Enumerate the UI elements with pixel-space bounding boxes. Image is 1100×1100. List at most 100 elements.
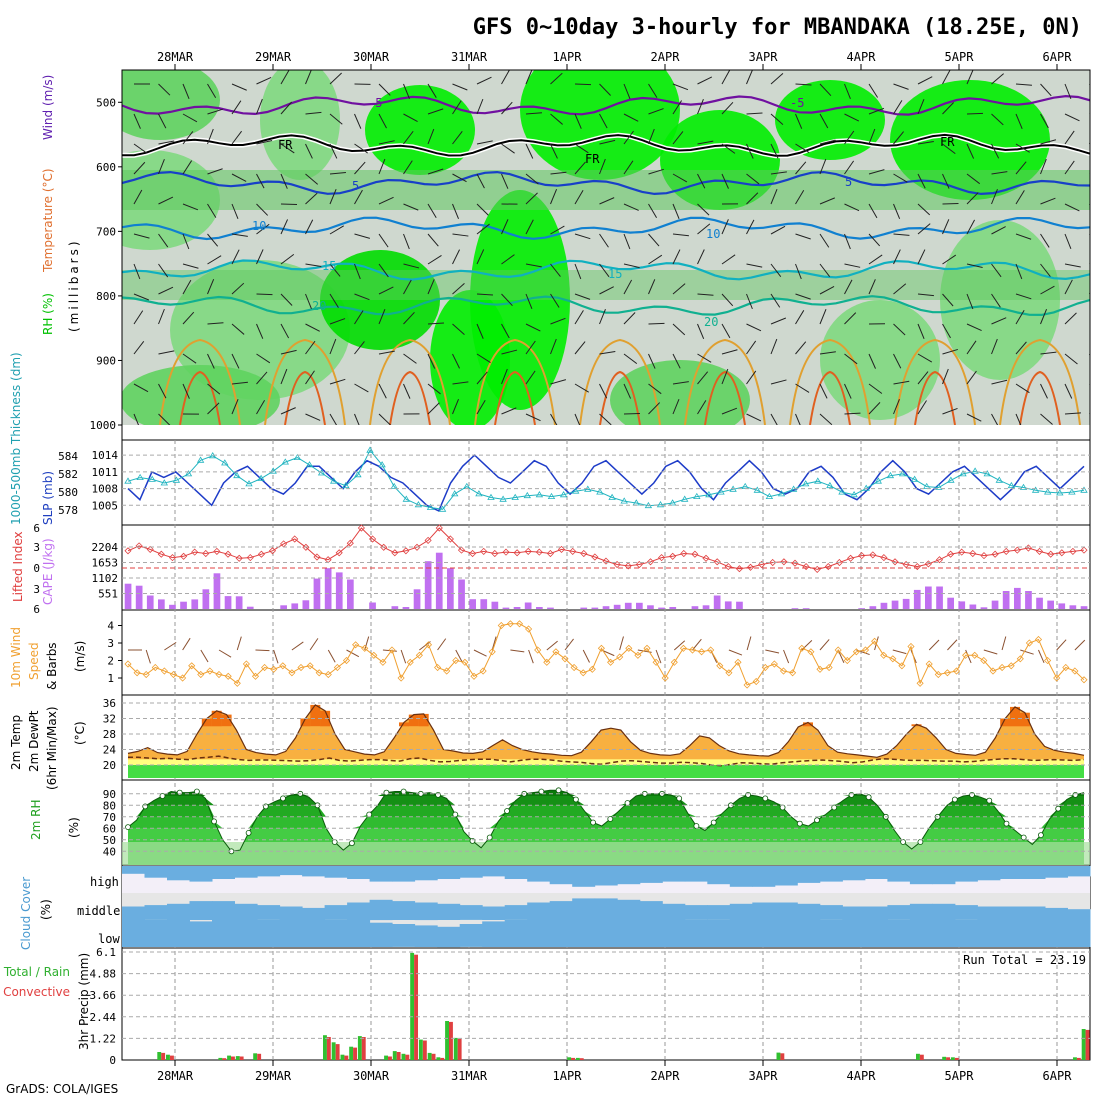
cloud-bar-low bbox=[167, 920, 190, 947]
wind-barb bbox=[844, 113, 860, 122]
wind10m-marker bbox=[452, 656, 460, 665]
wind10m-barb bbox=[619, 636, 624, 651]
rh-blob bbox=[122, 70, 220, 140]
cloud-bar-low bbox=[617, 920, 641, 947]
thickness-marker bbox=[668, 499, 677, 506]
lifted-index-marker bbox=[1047, 550, 1055, 558]
wind-barb bbox=[917, 140, 934, 145]
wind-barb bbox=[550, 72, 563, 85]
temp-tick: 36 bbox=[103, 697, 116, 710]
wind-barb bbox=[354, 113, 362, 129]
date-label-bottom: 30MAR bbox=[353, 1069, 390, 1083]
wind-barb bbox=[623, 113, 639, 122]
cloud-bar-middle bbox=[617, 899, 641, 921]
date-label-top: 31MAR bbox=[451, 50, 488, 64]
wind-barb bbox=[697, 400, 707, 415]
cloud-bar-high bbox=[167, 866, 190, 881]
wind10m-marker bbox=[1034, 635, 1043, 644]
cape-bar bbox=[869, 606, 877, 609]
wind-barb bbox=[427, 108, 444, 115]
wind-barb bbox=[893, 233, 910, 236]
precip-total-bar bbox=[166, 1054, 170, 1060]
wind-barb bbox=[770, 317, 787, 325]
contour-label-m5: -5 bbox=[368, 96, 382, 110]
wind-barb bbox=[280, 293, 293, 306]
cape-bar bbox=[791, 608, 799, 609]
precip-convective-bar bbox=[919, 1054, 924, 1060]
slp-panel bbox=[124, 446, 1088, 512]
precip-total-bar bbox=[392, 1051, 397, 1060]
precip-convective-bar bbox=[431, 1053, 436, 1060]
wind-barb bbox=[354, 189, 363, 205]
wind-barb bbox=[1064, 279, 1073, 295]
wind10m-barb bbox=[473, 649, 487, 657]
wind-tick: 4 bbox=[107, 620, 114, 633]
thickness-marker bbox=[656, 501, 665, 508]
slp-tick: 1005 bbox=[92, 499, 119, 512]
lifted-index-marker bbox=[624, 562, 632, 570]
wind10m-barb bbox=[419, 641, 431, 651]
wind-barb bbox=[746, 192, 759, 205]
cloud-bar-middle bbox=[1045, 907, 1068, 921]
lifted-index-marker bbox=[491, 549, 499, 558]
thickness-marker bbox=[136, 473, 144, 480]
cape-bar bbox=[313, 578, 321, 609]
precip-convective-bar bbox=[388, 1056, 392, 1060]
wind10m-marker bbox=[861, 646, 870, 654]
lifted-index-marker bbox=[669, 552, 677, 560]
wind-barb bbox=[1064, 312, 1077, 325]
cape-bar bbox=[936, 586, 943, 609]
wind10m-barb bbox=[1038, 649, 1045, 664]
wind-barb bbox=[378, 383, 387, 399]
wind-barb bbox=[525, 323, 541, 332]
precip-total-bar bbox=[384, 1055, 388, 1060]
precip-convective-bar bbox=[1076, 1057, 1081, 1060]
temp-hot-fill bbox=[300, 718, 311, 727]
wind-barb bbox=[427, 279, 435, 295]
cape-bar bbox=[224, 596, 232, 609]
rh2m-marker bbox=[159, 793, 166, 799]
wind-barb bbox=[1040, 233, 1050, 248]
lifted-index-marker bbox=[847, 554, 855, 562]
wind-barb bbox=[550, 143, 558, 159]
wind10m-marker bbox=[515, 620, 524, 628]
wind-barb bbox=[819, 197, 835, 205]
cloud-bar-high bbox=[437, 866, 461, 879]
precip-tick: 1.22 bbox=[90, 1032, 117, 1045]
wind-barb bbox=[966, 70, 974, 85]
wind10m-marker bbox=[825, 663, 833, 672]
wind-barb bbox=[378, 286, 394, 295]
thickness-marker bbox=[160, 479, 169, 486]
wind-barb bbox=[868, 83, 879, 98]
wind-barb bbox=[942, 254, 957, 265]
wind-barb bbox=[231, 83, 247, 91]
wind10m-marker bbox=[552, 648, 560, 656]
lifted-index-marker bbox=[1080, 546, 1088, 554]
wind10m-marker bbox=[543, 658, 551, 666]
wind-barb bbox=[770, 263, 782, 277]
rh-blob bbox=[775, 80, 885, 160]
wind10m-marker bbox=[142, 670, 150, 679]
precip-tick: 0 bbox=[109, 1054, 116, 1067]
wind10m-marker bbox=[607, 658, 615, 666]
wind-barb bbox=[746, 413, 762, 422]
cape-bar bbox=[135, 585, 143, 609]
cloud-panel bbox=[122, 866, 1091, 948]
cloud-bar-low bbox=[1067, 920, 1091, 947]
thickness-marker bbox=[705, 491, 713, 498]
thickness-marker bbox=[342, 481, 350, 489]
precip-convective-bar bbox=[1085, 1029, 1090, 1060]
precip-convective-bar bbox=[440, 1057, 445, 1060]
wind-barb bbox=[991, 338, 998, 355]
wind-barb bbox=[942, 407, 958, 415]
precip-convective-bar bbox=[449, 1021, 453, 1060]
slp-tick: 1014 bbox=[92, 449, 119, 462]
wind-barb bbox=[378, 113, 387, 129]
run-total: Run Total = 23.19 bbox=[963, 953, 1086, 967]
wind-barb bbox=[329, 263, 341, 277]
thickness-marker bbox=[886, 471, 895, 479]
cloud-bar-low bbox=[909, 920, 933, 947]
wind-barb bbox=[1089, 412, 1090, 415]
rh2m-marker bbox=[590, 819, 596, 826]
panel-frame bbox=[121, 947, 1091, 1061]
